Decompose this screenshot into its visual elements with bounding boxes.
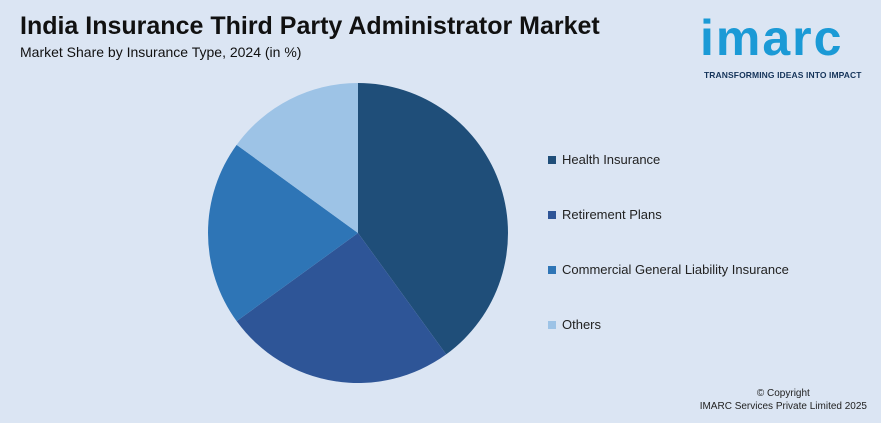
pie-slice-health-insurance <box>358 83 508 355</box>
legend-swatch <box>548 265 556 274</box>
legend-label: Commercial General Liability Insurance <box>562 262 789 277</box>
logo-wordmark: imarc <box>700 10 844 66</box>
copyright-line: © Copyright <box>756 388 810 399</box>
copyright-company: IMARC Services Private Limited 2025 <box>699 401 867 412</box>
copyright-notice: © Copyright IMARC Services Private Limit… <box>700 387 867 413</box>
chart-subtitle: Market Share by Insurance Type, 2024 (in… <box>20 44 302 60</box>
chart-legend: Health Insurance Retirement Plans Commerci… <box>548 152 789 372</box>
legend-item: Retirement Plans <box>548 207 789 262</box>
legend-label: Health Insurance <box>562 152 661 167</box>
legend-swatch <box>548 320 556 329</box>
pie-slice-others <box>236 83 358 233</box>
legend-swatch <box>548 155 556 164</box>
pie-slice-commercial-general-liability-insurance <box>208 144 358 322</box>
legend-item: Others <box>548 317 789 372</box>
logo-tagline: TRANSFORMING IDEAS INTO IMPACT <box>704 70 862 80</box>
legend-swatch <box>548 210 556 219</box>
pie-slice-retirement-plans <box>236 233 447 383</box>
chart-title: India Insurance Third Party Administrato… <box>20 12 600 40</box>
legend-label: Others <box>562 317 602 332</box>
legend-item: Health Insurance <box>548 152 789 207</box>
legend-item: Commercial General Liability Insurance <box>548 262 789 317</box>
legend-label: Retirement Plans <box>562 207 662 222</box>
imarc-logo: imarc TRANSFORMING IDEAS INTO IMPACT <box>700 8 876 83</box>
